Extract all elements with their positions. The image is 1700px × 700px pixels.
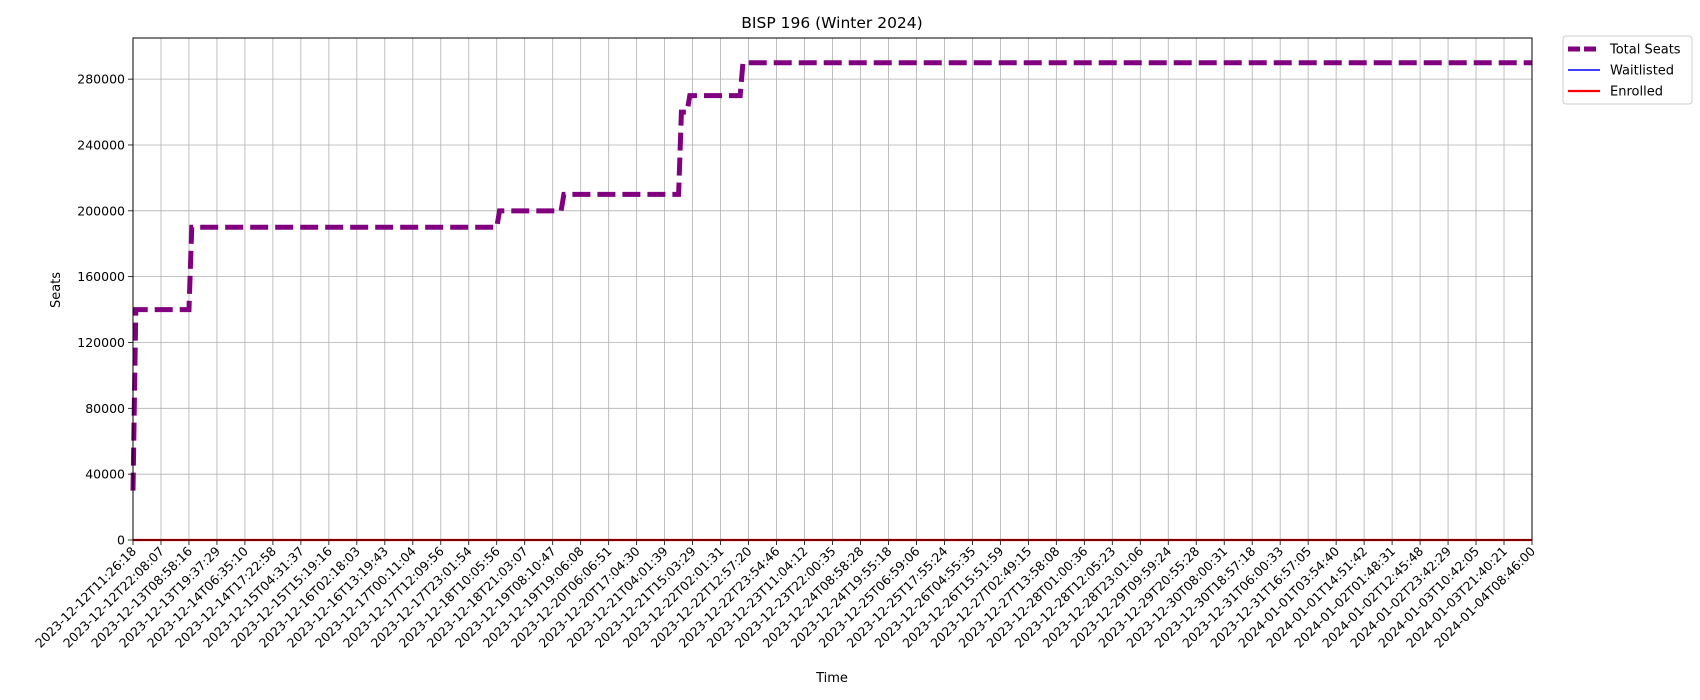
y-axis-title: Seats <box>49 272 64 308</box>
legend-box <box>1562 35 1693 105</box>
x-axis-title: Time <box>815 671 848 686</box>
y-tick-label: 160000 <box>77 269 125 284</box>
legend-label: Waitlisted <box>1610 64 1674 79</box>
y-tick-label: 120000 <box>77 335 125 350</box>
grid <box>132 38 1533 541</box>
chart-title: BISP 196 (Winter 2024) <box>741 14 922 32</box>
x-axis: 2023-12-12T11:26:182023-12-12T22:08:0720… <box>32 540 1538 651</box>
y-tick-label: 80000 <box>85 401 125 416</box>
legend: Total Seats Waitlisted Enrolled <box>1562 35 1693 105</box>
legend-label: Total Seats <box>1609 43 1681 58</box>
y-tick-label: 280000 <box>77 72 125 87</box>
legend-label: Enrolled <box>1610 85 1663 100</box>
y-tick-label: 0 <box>117 533 125 548</box>
y-tick-label: 40000 <box>85 467 125 482</box>
y-tick-label: 200000 <box>77 203 125 218</box>
y-axis: 0 40000 80000 120000 160000 200000 240000 28000… <box>77 72 133 548</box>
series-line-total-seats <box>130 60 1532 491</box>
y-tick-label: 240000 <box>77 137 125 152</box>
